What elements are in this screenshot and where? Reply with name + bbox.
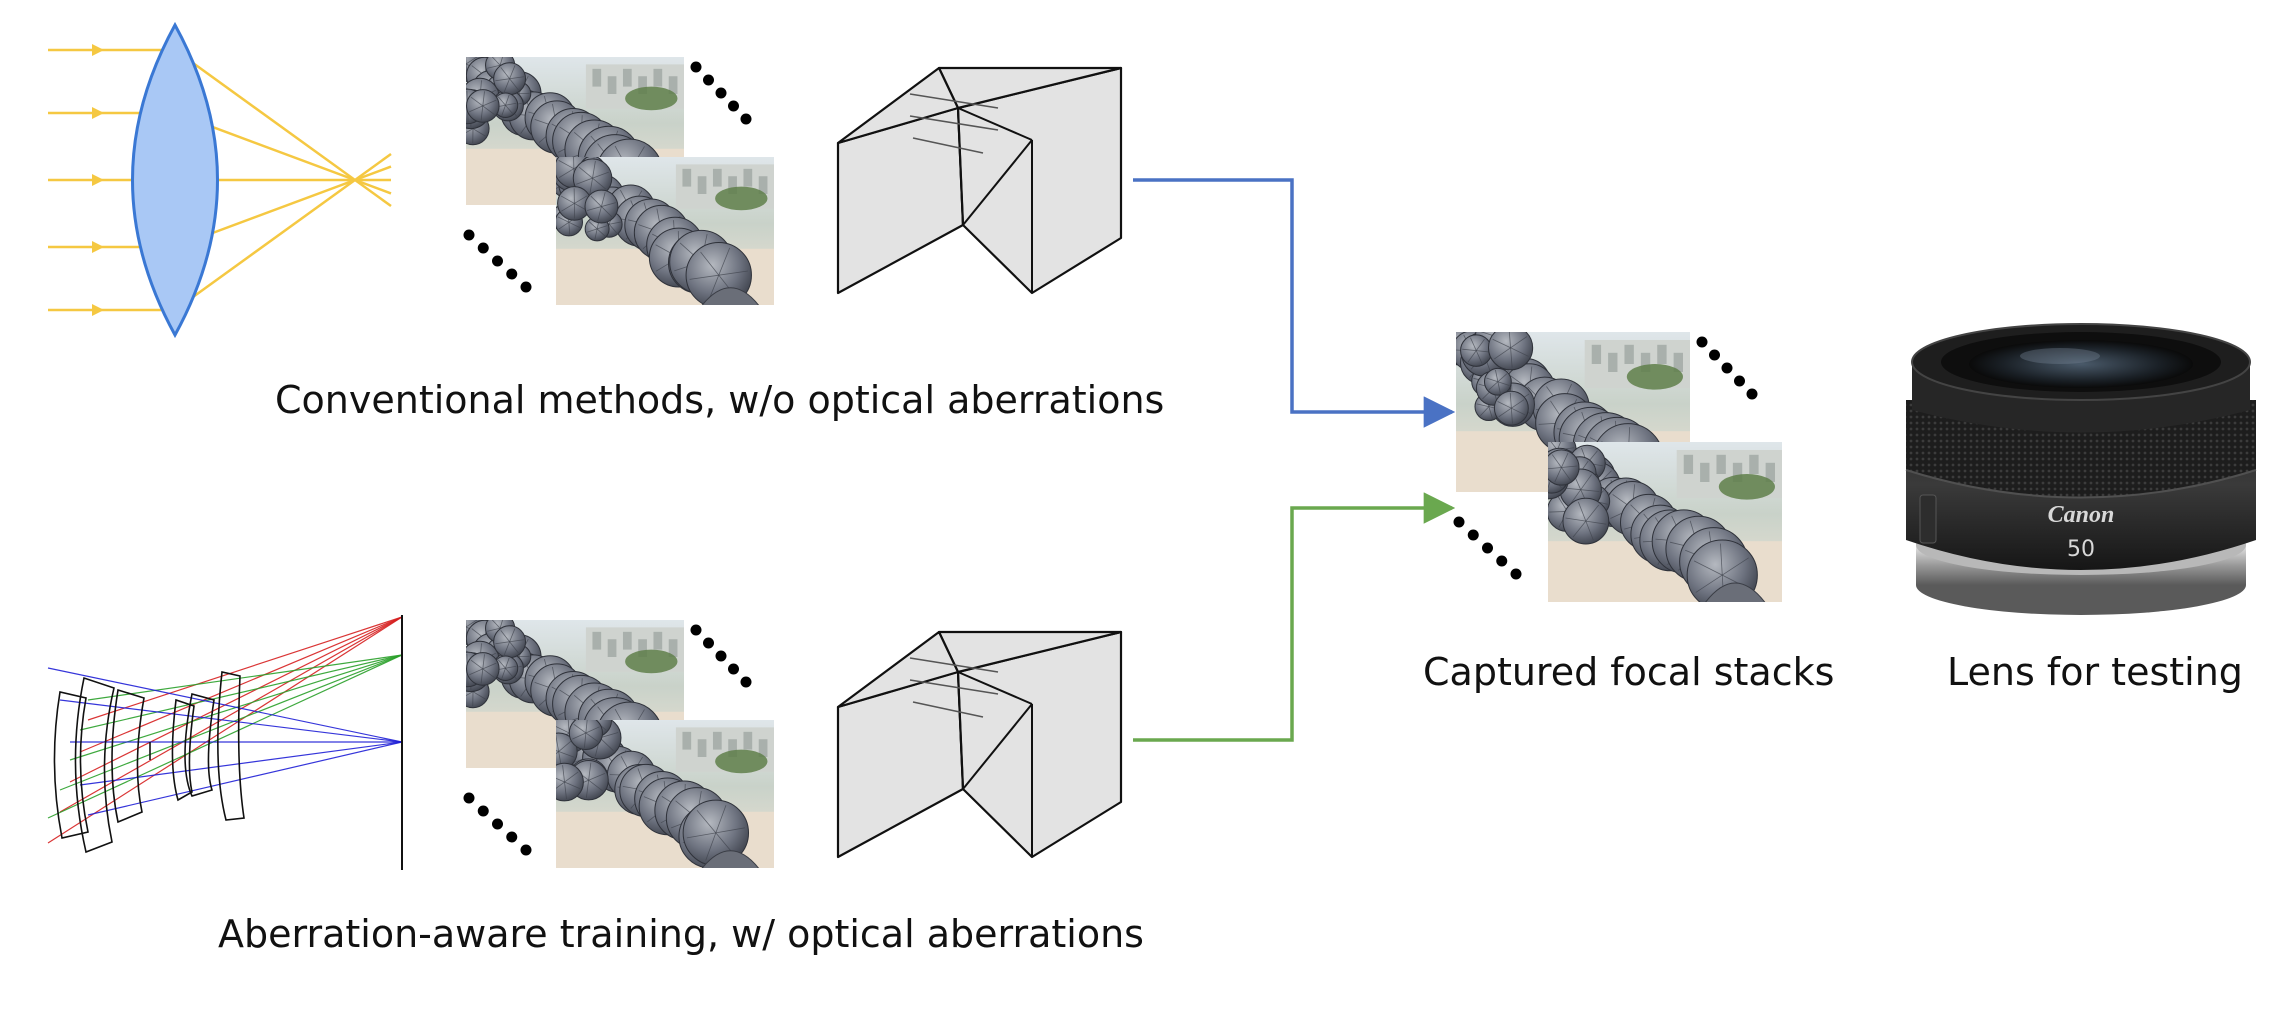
ray-arrowhead <box>92 304 104 316</box>
ellipsis-dot <box>728 664 739 675</box>
lens-focal-label: 50 <box>2067 537 2095 562</box>
ellipsis-dot <box>716 88 727 99</box>
focal-slice-image <box>539 703 774 885</box>
ellipsis-dot <box>728 101 739 112</box>
ray-arrowhead <box>92 174 104 186</box>
yellow-ray-bundle <box>48 44 391 316</box>
lens-element <box>218 672 244 820</box>
focal-slice-image <box>1529 431 1782 618</box>
ellipsis-dot <box>703 75 714 86</box>
lens-element <box>54 692 88 838</box>
ellipsis-dot <box>521 845 532 856</box>
focal-stack-captured <box>1442 315 1782 618</box>
ellipsis-dot <box>1697 337 1708 348</box>
ellipsis-dot <box>506 269 517 280</box>
ellipsis-dot <box>741 677 752 688</box>
caption-conventional: Conventional methods, w/o optical aberra… <box>275 378 1164 422</box>
ellipsis-dot <box>1468 530 1479 541</box>
network-icon-bottom <box>838 632 1121 857</box>
ellipsis-dot <box>691 625 702 636</box>
focal-stack-top <box>449 47 774 323</box>
traced-ray <box>48 617 402 843</box>
blue-connector-arrow <box>1133 180 1452 412</box>
ellipsis-dot <box>703 638 714 649</box>
ellipsis-dot <box>1496 556 1507 567</box>
caption-lens-for-testing: Lens for testing <box>1947 650 2243 694</box>
ellipsis-dot <box>1747 389 1758 400</box>
ray-arrowhead <box>92 44 104 56</box>
focal-slice-image <box>538 148 774 323</box>
compound-lens-diagram <box>48 615 402 870</box>
ellipsis-dot <box>1454 517 1465 528</box>
traced-ray <box>88 655 402 700</box>
thin-lens-diagram <box>48 25 391 335</box>
ellipsis-dot <box>1709 350 1720 361</box>
traced-ray <box>70 617 402 782</box>
ellipsis-dot <box>691 62 702 73</box>
ellipsis-dot <box>464 793 475 804</box>
caption-aberration-aware: Aberration-aware training, w/ optical ab… <box>218 912 1144 956</box>
lens-brand-label: Canon <box>2048 502 2115 528</box>
ellipsis-dot <box>1482 543 1493 554</box>
ellipsis-dot <box>478 806 489 817</box>
green-connector-arrow <box>1133 508 1452 740</box>
ray-arrowhead <box>92 107 104 119</box>
ellipsis-dot <box>521 282 532 293</box>
ellipsis-dot <box>1511 569 1522 580</box>
camera-lens-photo: Canon 50 <box>1906 324 2256 615</box>
caption-captured-focal-stacks: Captured focal stacks <box>1423 650 1834 694</box>
ellipsis-dot <box>506 832 517 843</box>
ellipsis-dot <box>492 819 503 830</box>
ellipsis-dot <box>492 256 503 267</box>
focal-stack-bottom <box>449 610 774 886</box>
ray-trace-bundle <box>48 617 402 843</box>
ellipsis-dot <box>1734 376 1745 387</box>
ellipsis-dot <box>1722 363 1733 374</box>
network-icon-top <box>838 68 1121 293</box>
ellipsis-dot <box>478 243 489 254</box>
ellipsis-dot <box>464 230 475 241</box>
ray-arrowhead <box>92 241 104 253</box>
ellipsis-dot <box>716 651 727 662</box>
traced-ray <box>60 617 402 812</box>
ellipsis-dot <box>741 114 752 125</box>
